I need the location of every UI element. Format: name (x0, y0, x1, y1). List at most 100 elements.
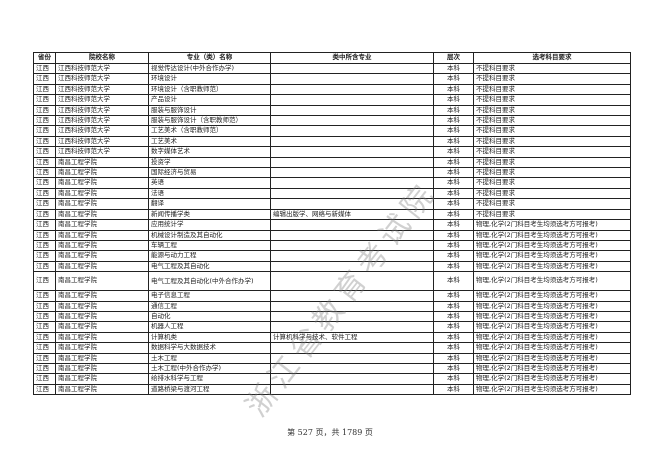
major-cell: 工艺美术（含职教师范） (148, 125, 271, 137)
included-majors-cell: 编辑出版学、网络与新媒体 (270, 208, 434, 221)
subject-requirements-cell: 物理,化学(2门科目考生均须选考方可报考) (473, 352, 631, 364)
subject-requirements-cell: 不提科目要求 (473, 187, 631, 200)
table-row: 江西 南昌工程学院 给排水科学与工程 本科 物理,化学(2门科目考生均须选考方可报考) (33, 373, 631, 385)
table-row: 江西 南昌工程学院 车辆工程 本科 物理,化学(2门科目考生均须选考方可报考) (33, 239, 631, 252)
province-cell: 江西 (33, 73, 56, 85)
included-majors-cell (270, 352, 434, 364)
subject-requirements-cell: 物理,化学(2门科目考生均须选考方可报考) (473, 342, 631, 354)
table-row: 江西 江西科技师范大学 服装与服饰设计 本科 不提科目要求 (33, 104, 631, 117)
subject-requirements-cell: 不提科目要求 (473, 83, 631, 96)
table-row: 江西 江西科技师范大学 环境设计（含职教师范） 本科 不提科目要求 (33, 83, 631, 96)
table-row: 江西 南昌工程学院 翻译 本科 不提科目要求 (33, 198, 631, 210)
province-cell: 江西 (33, 219, 56, 231)
level-cell: 本科 (433, 331, 474, 344)
subject-requirements-cell: 物理,化学(2门科目考生均须选考方可报考) (473, 260, 631, 273)
table-row: 江西 江西科技师范大学 服装与服饰设计（含职教师范） 本科 不提科目要求 (33, 115, 631, 127)
header-major: 专业（类）名称 (148, 52, 271, 64)
subject-requirements-cell: 物理,化学(2门科目考生均须选考方可报考) (473, 300, 631, 312)
major-cell: 自动化 (148, 310, 271, 323)
subject-requirements-cell: 不提科目要求 (473, 94, 631, 106)
table-row: 江西 南昌工程学院 通信工程 本科 物理,化学(2门科目考生均须选考方可报考) (33, 300, 631, 312)
table-row: 江西 南昌工程学院 英语 本科 不提科目要求 (33, 177, 631, 189)
subject-requirements-cell: 物理,化学(2门科目考生均须选考方可报考) (473, 290, 631, 302)
level-cell: 本科 (433, 135, 474, 148)
province-cell: 江西 (33, 83, 56, 96)
school-cell: 江西科技师范大学 (55, 62, 149, 75)
table-row: 江西 江西科技师范大学 工艺美术（含职教师范） 本科 不提科目要求 (33, 125, 631, 137)
included-majors-cell (270, 73, 434, 85)
school-cell: 南昌工程学院 (55, 342, 149, 354)
included-majors-cell (270, 83, 434, 96)
level-cell: 本科 (433, 115, 474, 127)
province-cell: 江西 (33, 146, 56, 158)
table-row: 江西 南昌工程学院 电气工程及其自动化(中外合作办学) 本科 物理,化学(2门科目考生均… (33, 271, 631, 292)
province-cell: 江西 (33, 198, 56, 210)
included-majors-cell (270, 321, 434, 333)
included-majors-cell (270, 229, 434, 241)
province-cell: 江西 (33, 135, 56, 148)
school-cell: 南昌工程学院 (55, 310, 149, 323)
subject-requirements-cell: 不提科目要求 (473, 104, 631, 117)
subject-requirements-cell: 不提科目要求 (473, 177, 631, 189)
major-cell: 电子信息工程 (148, 290, 271, 302)
major-cell: 服装与服饰设计（含职教师范） (148, 115, 271, 127)
included-majors-cell (270, 310, 434, 323)
school-cell: 江西科技师范大学 (55, 73, 149, 85)
school-cell: 南昌工程学院 (55, 362, 149, 375)
major-cell: 视觉传达设计(中外合作办学) (148, 62, 271, 75)
included-majors-cell (270, 271, 434, 292)
major-cell: 计算机类 (148, 331, 271, 344)
level-cell: 本科 (433, 219, 474, 231)
table-row: 江西 江西科技师范大学 产品设计 本科 不提科目要求 (33, 94, 631, 106)
page-footer: 第 527 页，共 1789 页 (287, 428, 373, 437)
province-cell: 江西 (33, 373, 56, 385)
school-cell: 南昌工程学院 (55, 239, 149, 252)
included-majors-cell (270, 177, 434, 189)
level-cell: 本科 (433, 229, 474, 241)
included-majors-cell (270, 94, 434, 106)
province-cell: 江西 (33, 239, 56, 252)
school-cell: 江西科技师范大学 (55, 146, 149, 158)
major-cell: 国际经济与贸易 (148, 167, 271, 179)
province-cell: 江西 (33, 331, 56, 344)
school-cell: 南昌工程学院 (55, 331, 149, 344)
level-cell: 本科 (433, 156, 474, 169)
header-included-majors: 类中所含专业 (270, 52, 434, 64)
province-cell: 江西 (33, 187, 56, 200)
table-row: 江西 江西科技师范大学 环境设计 本科 不提科目要求 (33, 73, 631, 85)
level-cell: 本科 (433, 73, 474, 85)
level-cell: 本科 (433, 373, 474, 385)
major-cell: 通信工程 (148, 300, 271, 312)
level-cell: 本科 (433, 187, 474, 200)
major-cell: 道路桥梁与渡河工程 (148, 383, 271, 396)
province-cell: 江西 (33, 208, 56, 221)
level-cell: 本科 (433, 342, 474, 354)
school-cell: 南昌工程学院 (55, 177, 149, 189)
province-cell: 江西 (33, 62, 56, 75)
level-cell: 本科 (433, 383, 474, 396)
province-cell: 江西 (33, 290, 56, 302)
major-cell: 土木工程(中外合作办学) (148, 362, 271, 375)
school-cell: 江西科技师范大学 (55, 125, 149, 137)
included-majors-cell (270, 373, 434, 385)
included-majors-cell (270, 187, 434, 200)
table-row: 江西 南昌工程学院 计算机类 计算机科学与技术、软件工程 本科 物理,化学(2门科目考生均… (33, 331, 631, 344)
school-cell: 南昌工程学院 (55, 271, 149, 292)
header-subject-requirements: 选考科目要求 (473, 52, 631, 64)
school-cell: 南昌工程学院 (55, 198, 149, 210)
subject-requirements-cell: 不提科目要求 (473, 115, 631, 127)
table-row: 江西 江西科技师范大学 视觉传达设计(中外合作办学) 本科 不提科目要求 (33, 62, 631, 75)
level-cell: 本科 (433, 104, 474, 117)
level-cell: 本科 (433, 300, 474, 312)
included-majors-cell (270, 115, 434, 127)
included-majors-cell (270, 290, 434, 302)
included-majors-cell (270, 342, 434, 354)
subject-requirements-cell: 物理,化学(2门科目考生均须选考方可报考) (473, 271, 631, 292)
school-cell: 江西科技师范大学 (55, 115, 149, 127)
province-cell: 江西 (33, 300, 56, 312)
table-row: 江西 南昌工程学院 应用统计学 本科 物理,化学(2门科目考生均须选考方可报考) (33, 219, 631, 231)
major-cell: 新闻传播学类 (148, 208, 271, 221)
province-cell: 江西 (33, 383, 56, 396)
province-cell: 江西 (33, 362, 56, 375)
province-cell: 江西 (33, 352, 56, 364)
